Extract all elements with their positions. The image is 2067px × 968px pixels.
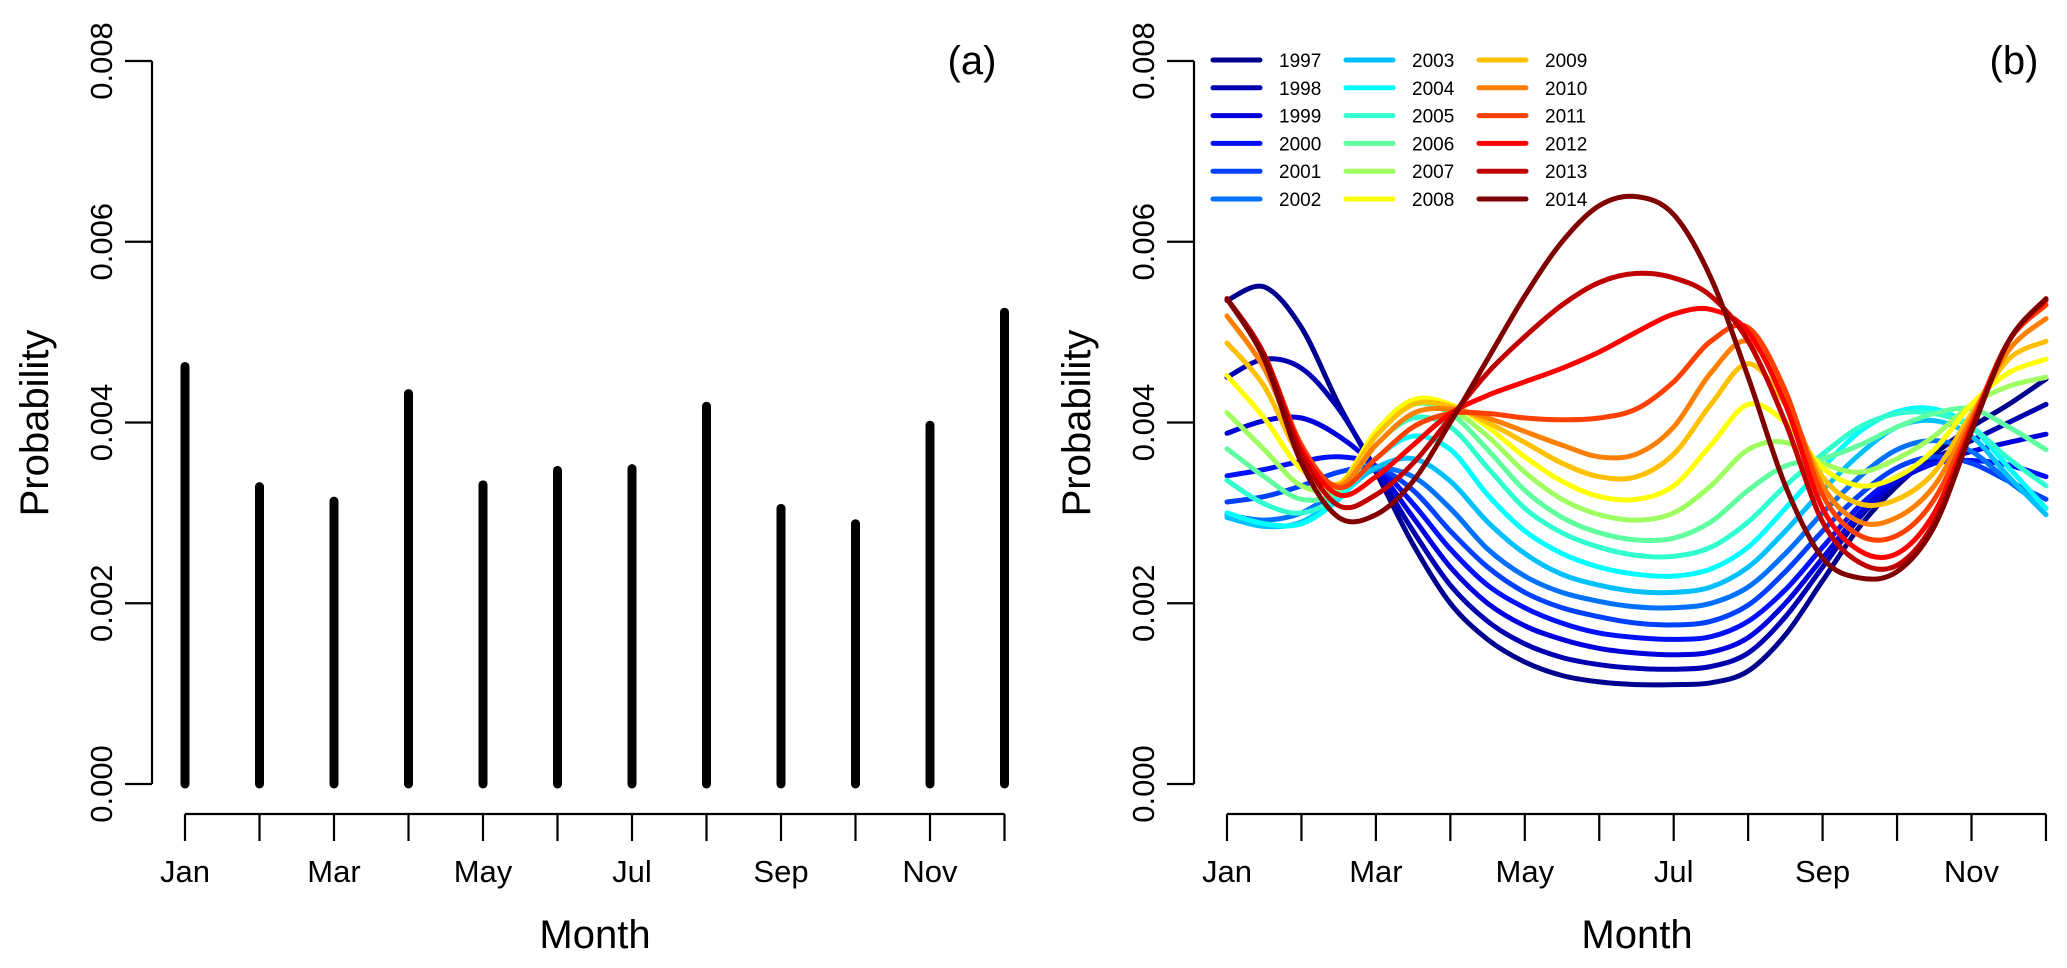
x-tick-label: Nov (1944, 854, 2000, 889)
y-tick-label: 0.006 (84, 203, 119, 281)
y-axis: 0.000 0.002 0.004 0.006 0.008 (84, 22, 154, 823)
legend-label: 2000 (1279, 134, 1321, 155)
legend-label: 2014 (1545, 190, 1588, 211)
y-axis: 0.000 0.002 0.004 0.006 0.008 (1126, 22, 1196, 823)
x-tick-label: May (454, 854, 513, 889)
legend-label: 2009 (1545, 51, 1587, 72)
legend-item-2011: 2011 (1476, 107, 1586, 128)
legend-label: 2005 (1412, 107, 1454, 128)
series-line-2011 (1224, 296, 2049, 543)
legend-item-2010: 2010 (1476, 79, 1587, 100)
legend-item-2004: 2004 (1343, 79, 1455, 100)
series-line-2009 (1224, 338, 2049, 508)
x-axis: Jan Mar May Jul Sep Nov (160, 812, 1006, 889)
y-axis-title: Probability (13, 330, 57, 517)
legend-item-2001: 2001 (1210, 162, 1321, 183)
x-tick-label: Mar (1349, 854, 1402, 889)
legend-label: 1997 (1279, 51, 1321, 72)
legend-label: 2003 (1412, 51, 1454, 72)
legend-item-2006: 2006 (1343, 134, 1454, 155)
y-tick-label: 0.006 (1126, 203, 1161, 281)
x-axis-title: Month (539, 913, 650, 957)
x-axis-title: Month (1581, 913, 1692, 957)
legend-label: 2001 (1279, 162, 1321, 183)
y-tick-label: 0.008 (1126, 22, 1161, 100)
panel-label-b: (b) (1990, 39, 2039, 83)
x-tick-label: Nov (902, 854, 958, 889)
legend-label: 2007 (1412, 162, 1454, 183)
panel-a-bar-chart: 0.000 0.002 0.004 0.006 0.008 Jan Mar May Jul Se… (13, 22, 1009, 957)
legend-item-2013: 2013 (1476, 162, 1587, 183)
legend-label: 2010 (1545, 79, 1587, 100)
x-tick-label: Mar (307, 854, 360, 889)
legend-label: 2002 (1279, 190, 1321, 211)
y-tick-label: 0.000 (1126, 745, 1161, 823)
legend: 1997 1998 1999 2000 2001 2002 2003 2004 2005 2006… (1210, 51, 1588, 211)
legend-item-1997: 1997 (1210, 51, 1321, 72)
series-line-2013 (1224, 270, 2049, 572)
y-axis-title: Probability (1055, 330, 1099, 517)
legend-item-2000: 2000 (1210, 134, 1321, 155)
y-tick-label: 0.004 (84, 384, 119, 462)
legend-label: 2011 (1545, 107, 1586, 128)
y-tick-label: 0.002 (84, 564, 119, 642)
legend-label: 1998 (1279, 79, 1321, 100)
series-line-2014 (1224, 193, 2049, 582)
legend-item-1999: 1999 (1210, 107, 1321, 128)
legend-item-2007: 2007 (1343, 162, 1454, 183)
legend-item-2003: 2003 (1343, 51, 1454, 72)
legend-label: 2013 (1545, 162, 1587, 183)
y-tick-label: 0.008 (84, 22, 119, 100)
series-line-2010 (1224, 313, 2049, 527)
series-lines (1224, 193, 2049, 688)
y-tick-label: 0.000 (84, 745, 119, 823)
x-tick-label: Jul (1654, 854, 1694, 889)
legend-item-2002: 2002 (1210, 190, 1321, 211)
legend-item-2005: 2005 (1343, 107, 1454, 128)
x-tick-label: Jan (160, 854, 210, 889)
legend-label: 2012 (1545, 134, 1587, 155)
x-axis: Jan Mar May Jul Sep Nov (1202, 812, 2048, 889)
x-tick-label: Sep (1795, 854, 1850, 889)
panel-b-line-chart: 0.000 0.002 0.004 0.006 0.008 Jan Mar May Jul Se… (1055, 22, 2049, 957)
legend-label: 2004 (1412, 79, 1455, 100)
x-tick-label: May (1496, 854, 1555, 889)
bars (180, 307, 1009, 789)
panel-label-a: (a) (948, 39, 997, 83)
y-tick-label: 0.004 (1126, 384, 1161, 462)
legend-label: 2006 (1412, 134, 1454, 155)
y-tick-label: 0.002 (1126, 564, 1161, 642)
legend-label: 1999 (1279, 107, 1321, 128)
series-line-2012 (1224, 296, 2049, 560)
x-tick-label: Jul (612, 854, 652, 889)
x-tick-label: Jan (1202, 854, 1252, 889)
legend-item-2009: 2009 (1476, 51, 1587, 72)
legend-label: 2008 (1412, 190, 1454, 211)
legend-item-1998: 1998 (1210, 79, 1321, 100)
legend-item-2014: 2014 (1476, 190, 1588, 211)
x-tick-label: Sep (753, 854, 808, 889)
legend-item-2008: 2008 (1343, 190, 1454, 211)
legend-item-2012: 2012 (1476, 134, 1587, 155)
